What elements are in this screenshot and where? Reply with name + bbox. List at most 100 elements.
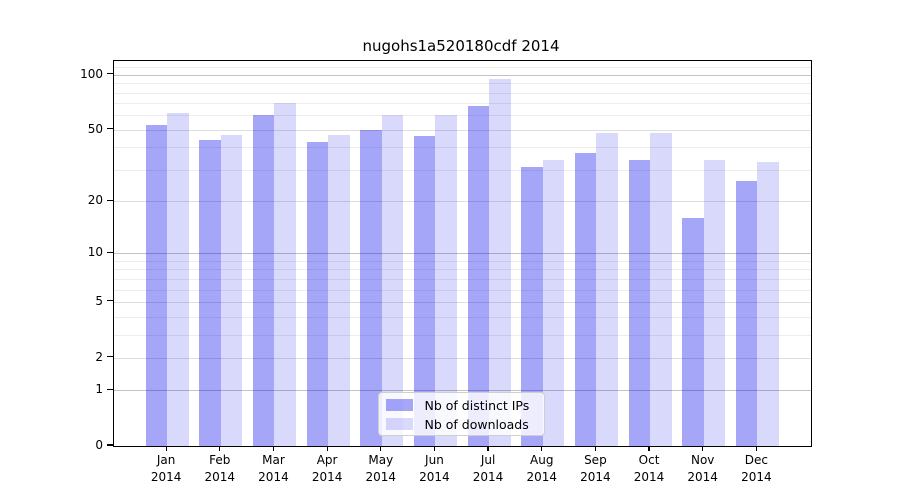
month-label-line: 2014	[526, 470, 557, 484]
bar-ips-jun	[413, 136, 436, 446]
y-tick-0	[107, 444, 113, 446]
gridline-y-2	[113, 357, 811, 359]
x-tick-label-may: May 2014	[353, 452, 409, 486]
x-tick-label-sep: Sep 2014	[567, 452, 623, 486]
x-tick-label-jun: Jun 2014	[406, 452, 462, 486]
x-tick-oct	[648, 446, 650, 452]
y-tick-50	[107, 128, 113, 130]
x-tick-label-nov: Nov 2014	[675, 452, 731, 486]
x-tick-label-aug: Aug 2014	[514, 452, 570, 486]
y-tick-2	[107, 356, 113, 358]
bar-downloads-dec	[757, 162, 779, 446]
month-label-line: 2014	[365, 470, 397, 484]
gridline-y-3	[113, 334, 811, 336]
y-tick-label-100: 100	[80, 66, 103, 81]
month-label-line: Jan	[156, 453, 176, 467]
x-tick-feb	[219, 446, 221, 452]
month-label-line: 2014	[258, 470, 289, 484]
y-tick-label-5: 5	[95, 293, 103, 308]
month-label-line: 2014	[204, 470, 236, 484]
x-tick-sep	[594, 446, 596, 452]
y-tick-label-50: 50	[87, 121, 103, 136]
bar-downloads-mar	[274, 103, 296, 446]
month-label-line: Dec	[744, 453, 768, 467]
gridline-y-9	[113, 260, 811, 262]
y-tick-label-20: 20	[87, 193, 103, 208]
legend-item-downloads: Nb of downloads	[385, 415, 538, 434]
chart-title: nugohs1a520180cdf 2014	[362, 37, 560, 55]
month-label-line: 2014	[311, 470, 343, 484]
x-tick-label-jan: Jan 2014	[138, 452, 194, 486]
legend-swatch-downloads	[385, 418, 413, 430]
bar-ips-aug	[521, 167, 543, 446]
gridline-y-50	[113, 129, 811, 131]
bar-downloads-may	[381, 115, 404, 446]
bar-ips-oct	[628, 160, 651, 446]
x-tick-label-jul: Jul 2014	[460, 452, 516, 486]
bar-ips-feb	[199, 139, 221, 446]
gridline-y-5	[113, 301, 811, 303]
bar-downloads-jul	[489, 78, 511, 446]
x-tick-mar	[272, 446, 275, 452]
bar-downloads-aug	[542, 160, 565, 446]
x-tick-label-apr: Apr 2014	[299, 452, 355, 486]
legend-label-downloads: Nb of downloads	[424, 416, 529, 432]
y-tick-5	[107, 300, 113, 302]
gridline-y-70	[113, 103, 811, 105]
legend-item-distinct-ips: Nb of distinct IPs	[385, 396, 538, 415]
month-label-line: Aug	[530, 453, 554, 467]
y-tick-label-2: 2	[95, 349, 103, 364]
x-tick-apr	[326, 446, 328, 452]
gridline-y-10	[113, 253, 811, 255]
bar-ips-dec	[735, 180, 758, 446]
bar-ips-mar	[252, 115, 275, 446]
month-label-line: May	[368, 453, 394, 467]
month-label-line: 2014	[633, 470, 665, 484]
y-tick-20	[107, 199, 113, 201]
x-tick-label-dec: Dec 2014	[728, 452, 784, 486]
bar-ips-jul	[467, 105, 490, 446]
x-tick-aug	[541, 446, 543, 452]
month-label-line: 2014	[687, 470, 718, 484]
month-label-line: Oct	[638, 453, 660, 467]
month-label-line: Jul	[480, 453, 496, 467]
month-label-line: Mar	[262, 453, 285, 467]
y-tick-label-10: 10	[87, 245, 103, 260]
legend-label-distinct-ips: Nb of distinct IPs	[424, 397, 530, 413]
plot-area	[112, 60, 812, 447]
y-tick-100	[107, 73, 113, 75]
bar-ips-apr	[306, 141, 329, 446]
legend-swatch-distinct-ips	[385, 399, 413, 411]
month-label-line: 2014	[150, 470, 182, 484]
month-label-line: 2014	[419, 470, 450, 484]
gridline-y-80	[113, 92, 811, 94]
gridline-y-90	[113, 83, 811, 85]
month-label-line: Feb	[209, 453, 231, 467]
gridline-y-7	[113, 278, 811, 280]
gridline-y-6	[113, 289, 811, 291]
bar-ips-may	[360, 129, 382, 446]
month-label-line: Nov	[690, 453, 715, 467]
gridline-y-100	[113, 74, 811, 76]
month-label-line: 2014	[580, 470, 611, 484]
x-tick-jun	[433, 446, 435, 452]
x-tick-label-feb: Feb 2014	[192, 452, 248, 486]
bar-downloads-jan	[167, 112, 189, 446]
x-tick-dec	[755, 446, 757, 452]
legend: Nb of distinct IPs Nb of downloads	[377, 391, 545, 436]
bar-downloads-oct	[650, 133, 672, 446]
y-tick-label-0: 0	[95, 438, 103, 452]
y-tick-10	[107, 251, 113, 253]
bar-downloads-apr	[328, 134, 350, 446]
gridline-y-4	[113, 316, 811, 318]
x-tick-label-mar: Mar 2014	[245, 452, 301, 486]
gridline-y-20	[113, 201, 811, 203]
gridline-y-40	[113, 147, 811, 149]
bar-ips-jan	[145, 125, 168, 446]
bar-downloads-sep	[596, 133, 618, 446]
gridline-y-1	[113, 390, 811, 392]
x-tick-jul	[487, 446, 489, 452]
bar-ips-nov	[682, 218, 704, 446]
month-label-line: Sep	[584, 453, 607, 467]
